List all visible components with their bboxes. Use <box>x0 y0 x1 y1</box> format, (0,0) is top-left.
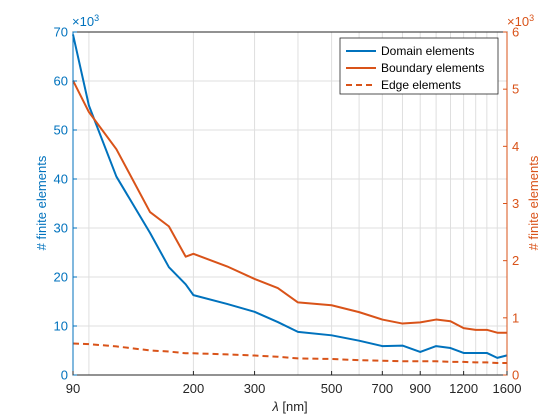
legend-label-boundary: Boundary elements <box>381 61 484 75</box>
right-tick-label: 5 <box>512 82 519 97</box>
right-exponent-label: ×103 <box>507 13 534 29</box>
x-tick-label: 200 <box>183 381 205 396</box>
left-exponent-power: 3 <box>94 13 99 23</box>
x-tick-label: 700 <box>371 381 393 396</box>
left-tick-label: 60 <box>54 74 68 89</box>
x-tick-label: 1200 <box>449 381 478 396</box>
series-line-edge <box>72 342 507 364</box>
x-tick-label: 1600 <box>493 381 522 396</box>
x-tick-label: 90 <box>66 381 80 396</box>
left-tick-label: 40 <box>54 172 68 187</box>
series-layer <box>72 34 508 364</box>
left-tick-label: 0 <box>61 368 68 383</box>
left-tick-label: 10 <box>54 319 68 334</box>
right-axis: 0 1 2 3 4 5 6 <box>503 25 519 383</box>
series-line-domain <box>72 34 508 359</box>
left-tick-label: 20 <box>54 270 68 285</box>
legend: Domain elements Boundary elements Edge e… <box>339 37 499 95</box>
right-tick-label: 1 <box>512 310 519 325</box>
right-tick-label: 6 <box>512 25 519 40</box>
x-tick-label: 500 <box>321 381 343 396</box>
right-tick-label: 0 <box>512 368 519 383</box>
left-tick-label: 70 <box>54 25 68 40</box>
legend-label-domain: Domain elements <box>381 44 474 58</box>
series-line-boundary <box>72 80 507 334</box>
right-axis-title: # finite elements <box>526 155 541 250</box>
x-axis: 90 200 300 500 700 900 1200 1600 <box>66 371 522 396</box>
x-axis-title: λ [nm] <box>271 399 307 414</box>
x-tick-label: 300 <box>244 381 266 396</box>
left-axis-title: # finite elements <box>34 155 49 250</box>
left-axis: 0 10 20 30 40 50 60 70 <box>54 25 77 383</box>
right-tick-label: 2 <box>512 253 519 268</box>
left-tick-label: 30 <box>54 221 68 236</box>
x-axis-unit: [nm] <box>282 399 307 414</box>
right-exponent-power: 3 <box>529 13 534 23</box>
right-exponent-prefix: ×10 <box>507 14 529 29</box>
legend-label-edge: Edge elements <box>381 78 461 92</box>
left-tick-label: 50 <box>54 123 68 138</box>
x-axis-symbol: λ <box>271 399 278 414</box>
right-tick-label: 4 <box>512 139 519 154</box>
left-exponent-label: ×103 <box>72 13 99 29</box>
x-tick-label: 900 <box>409 381 431 396</box>
left-exponent-prefix: ×10 <box>72 14 94 29</box>
right-tick-label: 3 <box>512 196 519 211</box>
